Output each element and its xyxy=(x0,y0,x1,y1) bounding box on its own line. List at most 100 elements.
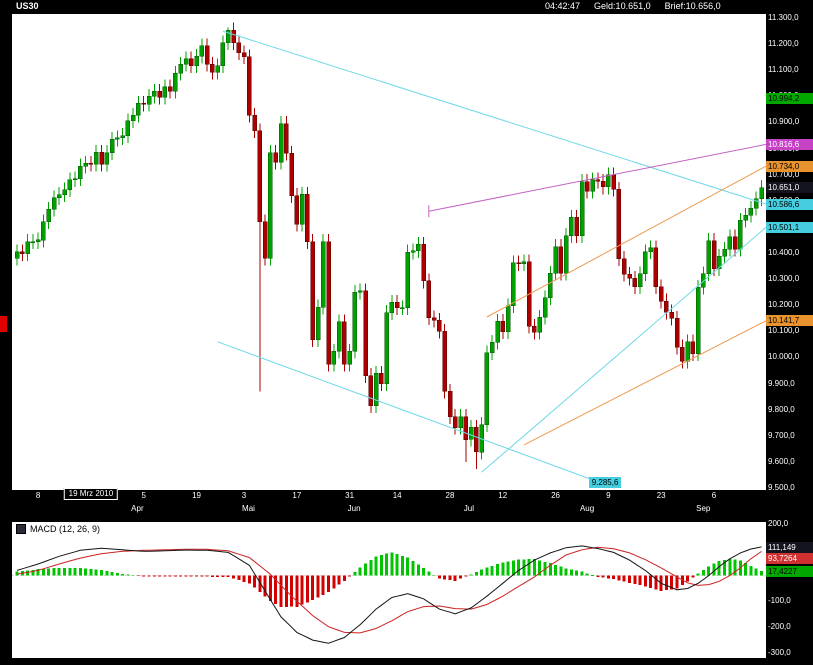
trendline-orange-channel-upper[interactable] xyxy=(486,165,766,318)
macd-hist-bar-up xyxy=(369,559,373,576)
candle-down xyxy=(342,321,347,365)
trendline-descending-resistance[interactable] xyxy=(222,30,766,205)
chart-header: US30 04:42:47 Geld:10.651,0 Brief:10.656,0 xyxy=(0,0,813,13)
candle-down xyxy=(437,319,442,332)
candle-up xyxy=(220,42,226,67)
candle-up xyxy=(41,221,46,241)
macd-hist-bar-down xyxy=(464,575,468,577)
candle-down xyxy=(157,91,162,98)
macd-hist-bar-down xyxy=(649,575,653,588)
macd-hist-bar-up xyxy=(723,559,726,576)
candle-up xyxy=(706,240,711,275)
price-chart-panel[interactable] xyxy=(12,14,766,490)
macd-hist-bar-up xyxy=(490,565,494,576)
macd-hist-bar-up xyxy=(554,564,558,576)
macd-chart[interactable] xyxy=(12,522,766,658)
macd-hist-bar-up xyxy=(506,561,510,576)
macd-hist-bar-down xyxy=(327,575,330,593)
candle-up xyxy=(194,56,199,67)
macd-hist-bar-down xyxy=(654,575,658,590)
trendline-purple-trendline[interactable] xyxy=(428,143,766,212)
candle-down xyxy=(442,331,447,392)
time-axis-label: 26 xyxy=(551,491,560,500)
macd-hist-bar-up xyxy=(358,567,362,576)
candle-down xyxy=(680,346,685,362)
price-badge: 10.816,6 xyxy=(766,139,813,151)
candle-up xyxy=(489,342,495,353)
macd-axis-label: -200,0 xyxy=(768,622,791,632)
macd-hist-bar-down xyxy=(290,575,294,607)
macd-hist-bar-up xyxy=(744,563,748,576)
macd-hist-bar-up xyxy=(432,575,436,576)
macd-hist-bar-up xyxy=(353,571,357,576)
candle-down xyxy=(500,320,506,333)
macd-hist-bar-up xyxy=(422,567,426,576)
macd-hist-bar-up xyxy=(68,567,72,576)
indicator-icon[interactable] xyxy=(16,524,26,534)
macd-hist-bar-down xyxy=(311,575,315,601)
candle-up xyxy=(373,373,379,406)
macd-value-badge: 17,4227 xyxy=(766,566,813,578)
macd-hist-bar-up xyxy=(517,559,521,576)
candle-up xyxy=(14,251,20,259)
macd-hist-bar-up xyxy=(569,569,573,576)
candle-down xyxy=(241,52,247,58)
trendline-ascending-support[interactable] xyxy=(481,226,766,473)
candle-up xyxy=(331,350,337,365)
trendline-orange-channel-lower[interactable] xyxy=(523,320,766,446)
macd-hist-bar-down xyxy=(142,575,146,577)
macd-hist-bar-up xyxy=(385,553,389,576)
month-label: Mai xyxy=(242,504,255,513)
candle-up xyxy=(136,103,141,116)
macd-hist-bar-down xyxy=(622,575,626,582)
candle-up xyxy=(553,246,558,274)
candle-down xyxy=(210,63,215,73)
candle-down xyxy=(711,240,717,269)
candle-up xyxy=(405,251,410,308)
time-axis-label: 12 xyxy=(498,491,508,500)
month-label: Jun xyxy=(347,504,361,513)
macd-hist-bar-up xyxy=(400,555,404,576)
macd-panel[interactable]: MACD (12, 26, 9) xyxy=(12,522,766,658)
candle-down xyxy=(627,273,632,279)
macd-hist-bar-up xyxy=(63,567,66,576)
time-axis-label: 3 xyxy=(241,491,247,500)
macd-hist-bar-up xyxy=(416,564,420,576)
macd-hist-bar-up xyxy=(78,567,82,576)
candlestick-chart[interactable] xyxy=(12,14,766,490)
macd-hist-bar-down xyxy=(168,575,172,577)
candle-up xyxy=(278,123,284,163)
candle-up xyxy=(357,290,363,293)
candle-up xyxy=(484,352,490,425)
candle-down xyxy=(379,373,384,385)
macd-hist-bar-up xyxy=(717,560,721,576)
macd-hist-bar-down xyxy=(258,575,262,593)
candle-down xyxy=(141,103,146,105)
candle-down xyxy=(247,56,252,116)
candle-up xyxy=(215,65,220,73)
candle-up xyxy=(130,115,136,121)
macd-hist-bar-up xyxy=(26,570,30,576)
price-axis-label: 10.100,0 xyxy=(768,326,800,336)
macd-hist-bar-up xyxy=(585,573,589,576)
candle-down xyxy=(99,151,104,165)
candle-up xyxy=(225,29,231,44)
macd-hist-bar-down xyxy=(253,575,257,588)
candle-down xyxy=(669,311,674,319)
candle-up xyxy=(56,194,62,199)
macd-hist-bar-up xyxy=(41,568,45,576)
candle-up xyxy=(115,137,120,140)
macd-hist-bar-down xyxy=(247,575,251,584)
cursor-date-box: 19 Mrz 2010 xyxy=(63,488,119,500)
macd-hist-bar-up xyxy=(73,567,77,576)
price-axis-label: 11.100,0 xyxy=(768,65,799,75)
price-axis-label: 9.900,0 xyxy=(768,378,795,388)
macd-hist-bar-down xyxy=(152,575,156,577)
macd-hist-bar-down xyxy=(300,575,304,605)
indicator-title: MACD (12, 26, 9) xyxy=(16,524,100,534)
candle-up xyxy=(384,312,389,385)
candle-down xyxy=(305,194,310,242)
trendline-descending-channel-lower[interactable] xyxy=(217,341,615,489)
candle-up xyxy=(716,256,722,269)
candle-up xyxy=(72,178,78,181)
